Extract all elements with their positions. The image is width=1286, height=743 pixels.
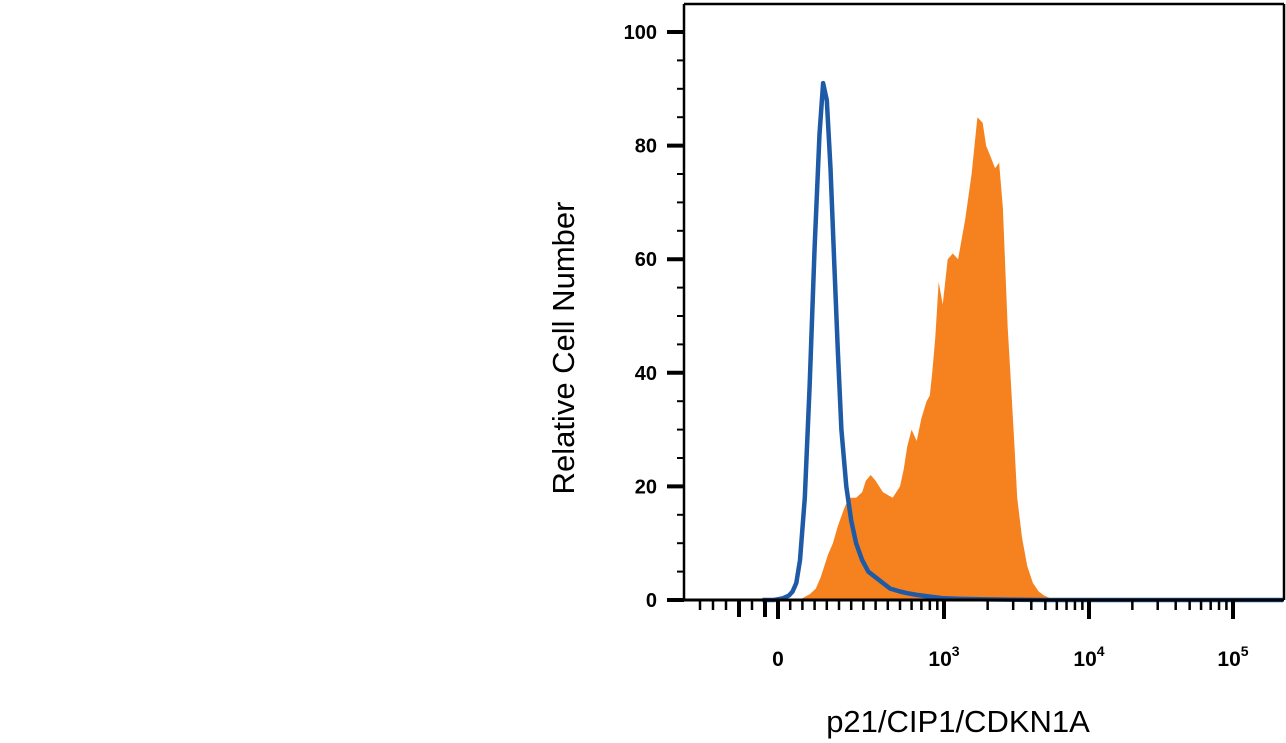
filled-histogram-series-0 (798, 117, 1078, 600)
y-tick-label-60: 60 (635, 249, 657, 271)
x-tick-label-1000: 103 (928, 643, 959, 671)
x-tick-label-100000: 105 (1217, 643, 1248, 671)
series-layer (762, 80, 1283, 603)
y-tick-label-0: 0 (646, 590, 657, 612)
y-axis-title: Relative Cell Number (546, 202, 581, 495)
line-histogram-series-1 (762, 80, 1283, 603)
x-axis-title: p21/CIP1/CDKN1A (826, 704, 1090, 739)
y-tick-label-80: 80 (635, 136, 657, 158)
x-tick-label-0: 0 (772, 648, 784, 671)
y-tick-label-100: 100 (624, 22, 657, 44)
labels-layer: 0 20 40 60 80 100 0 103 104 105 (624, 22, 1249, 671)
y-tick-label-40: 40 (635, 363, 657, 385)
y-tick-label-20: 20 (635, 476, 657, 498)
axes-layer (667, 2, 1286, 619)
x-tick-label-10000: 104 (1073, 643, 1104, 671)
